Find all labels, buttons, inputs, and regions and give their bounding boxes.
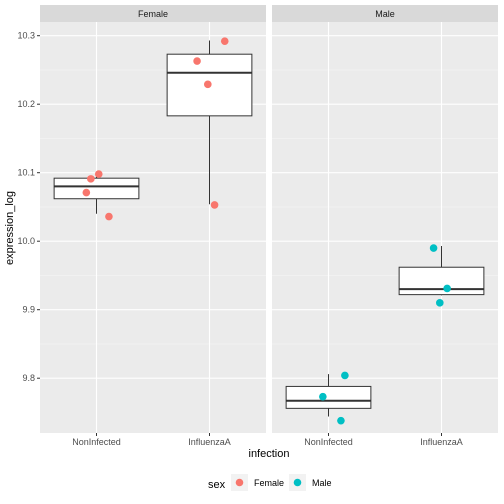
facet-panel-male: Male NonInfected InfluenzaA — [272, 5, 498, 447]
x-tick-label: InfluenzaA — [420, 437, 463, 447]
y-tick-label: 10.1 — [17, 168, 35, 178]
data-point — [94, 170, 103, 178]
y-axis: 9.8 9.9 10.0 10.1 10.2 10.3 — [17, 31, 40, 383]
data-point — [436, 299, 444, 307]
data-point — [87, 175, 95, 183]
x-tick-label: NonInfected — [304, 437, 353, 447]
boxplot-influenzaa — [398, 245, 485, 296]
y-tick-label: 10.0 — [17, 236, 35, 246]
data-point — [429, 244, 438, 252]
data-point — [105, 212, 113, 221]
box — [53, 177, 140, 200]
data-point — [319, 392, 327, 401]
legend-marker — [293, 478, 302, 487]
legend-label: Male — [312, 478, 332, 488]
legend-entry-female: Female — [231, 474, 284, 491]
box — [285, 385, 372, 409]
facet-strip — [40, 5, 266, 22]
data-point — [210, 201, 219, 209]
facet-panels: Female NonInfected InfluenzaA Male NonInfect… — [40, 5, 498, 447]
data-point — [341, 371, 349, 380]
data-point — [337, 416, 345, 425]
legend-entry-male: Male — [289, 474, 332, 491]
panel-background — [272, 22, 498, 433]
legend-title: sex — [208, 479, 226, 491]
data-point — [204, 80, 212, 89]
legend-label: Female — [254, 478, 284, 488]
y-tick-label: 9.8 — [22, 373, 35, 383]
data-point — [220, 37, 229, 45]
y-axis-title: expression_log — [4, 191, 16, 265]
facet-strip-label: Female — [138, 9, 168, 19]
facet-panel-female: Female NonInfected InfluenzaA — [40, 5, 266, 447]
y-tick-label: 10.3 — [17, 31, 35, 41]
legend: sex Female Male — [208, 474, 332, 491]
x-tick-label: InfluenzaA — [188, 437, 231, 447]
x-tick-label: NonInfected — [72, 437, 121, 447]
y-tick-label: 10.2 — [17, 99, 35, 109]
data-point — [82, 188, 91, 197]
y-tick-label: 9.9 — [22, 305, 35, 315]
boxplot-noninfected — [285, 374, 372, 417]
legend-marker — [235, 478, 244, 487]
data-point — [443, 284, 451, 293]
data-point — [193, 57, 201, 65]
boxplot-noninfected — [53, 173, 140, 214]
box — [398, 266, 485, 296]
facet-strip-label: Male — [375, 9, 395, 19]
x-axis-title: infection — [249, 448, 290, 460]
facet-strip — [272, 5, 498, 22]
